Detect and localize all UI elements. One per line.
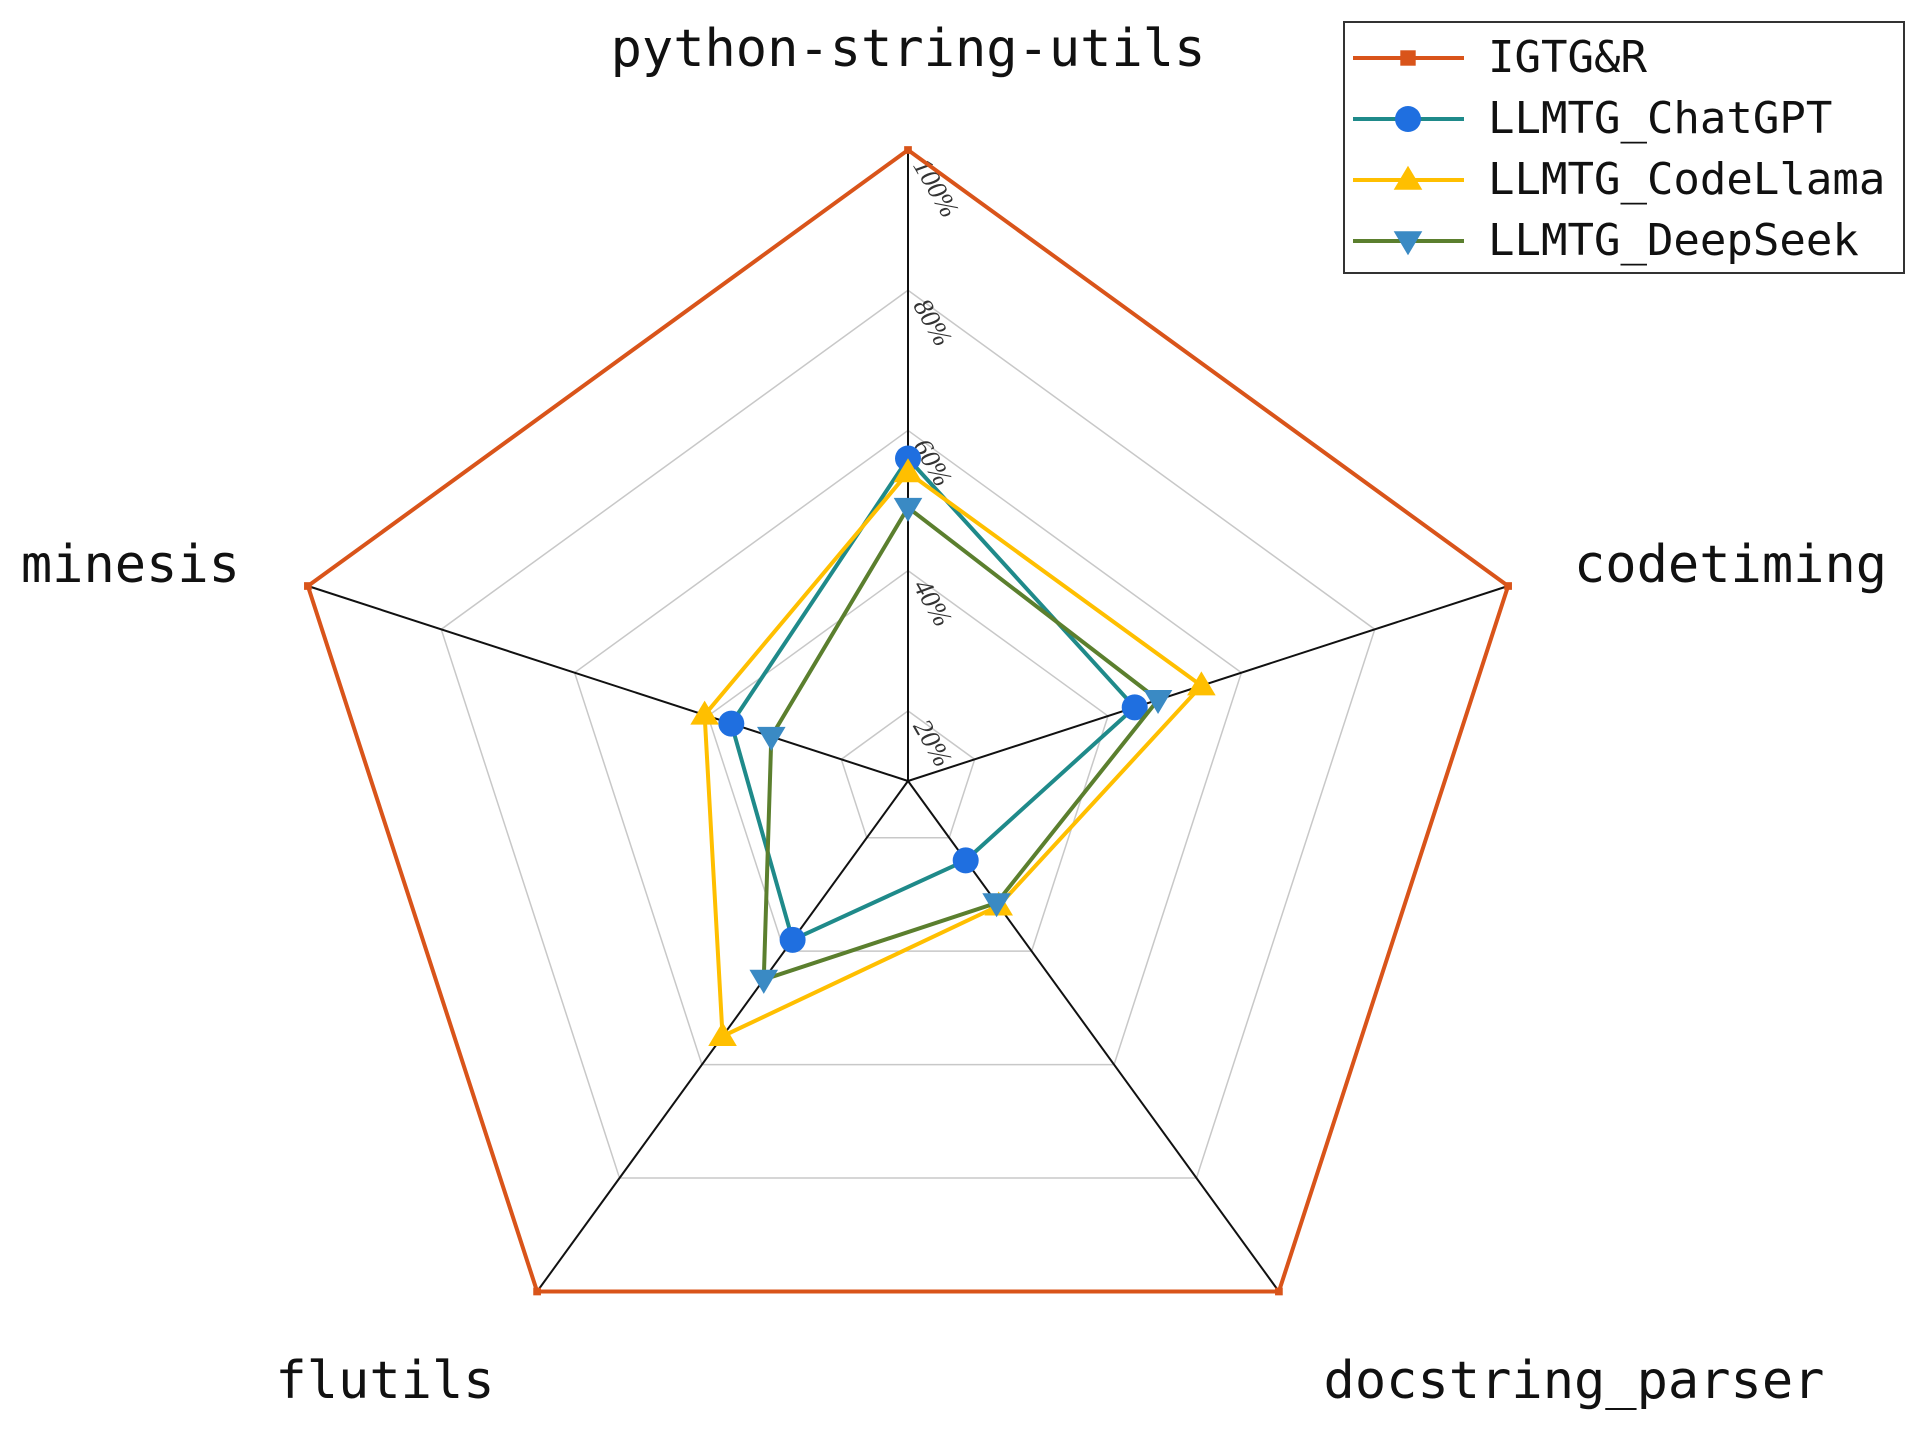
marker xyxy=(893,497,923,522)
category-label: codetiming xyxy=(1574,535,1887,595)
r-tick-label: 80% xyxy=(907,293,958,351)
grid-ring xyxy=(840,709,976,839)
series xyxy=(749,497,1173,994)
legend-label: LLMTG_CodeLlama xyxy=(1488,154,1885,205)
r-tick-label: 40% xyxy=(907,574,958,632)
series-line xyxy=(729,455,1138,943)
grid-ring xyxy=(707,569,1109,952)
series-layer xyxy=(304,146,1512,1296)
marker xyxy=(779,926,806,953)
r-tick-label: 20% xyxy=(907,714,958,772)
category-label: python-string-utils xyxy=(611,19,1206,79)
marker xyxy=(952,847,979,874)
legend-box xyxy=(1343,21,1905,274)
marker xyxy=(533,1287,541,1296)
marker xyxy=(1187,671,1216,696)
legend-label: LLMTG_ChatGPT xyxy=(1488,93,1832,144)
series-line xyxy=(761,504,1161,983)
series xyxy=(690,458,1216,1046)
marker xyxy=(1395,106,1421,132)
category-label: minesis xyxy=(21,535,240,595)
marker xyxy=(708,1021,737,1046)
marker xyxy=(690,700,719,725)
legend-label: LLMTG_DeepSeek xyxy=(1488,215,1859,266)
marker xyxy=(749,969,779,994)
marker xyxy=(304,582,312,590)
axis-line xyxy=(307,585,909,782)
marker xyxy=(1143,690,1173,715)
grid-ring xyxy=(573,429,1243,1066)
marker xyxy=(1275,1287,1283,1296)
marker xyxy=(1400,50,1416,66)
marker xyxy=(982,893,1011,918)
category-label: flutils xyxy=(275,1351,494,1411)
series-line xyxy=(702,469,1205,1040)
series xyxy=(718,445,1148,953)
marker xyxy=(904,146,912,154)
marker xyxy=(893,458,923,483)
series xyxy=(304,146,1512,1296)
r-tick-label: 100% xyxy=(907,153,964,223)
marker xyxy=(718,710,745,737)
grid-ring xyxy=(440,289,1376,1179)
marker xyxy=(1504,582,1512,590)
marker xyxy=(1393,231,1423,256)
marker xyxy=(1121,694,1148,721)
legend-label: IGTG&R xyxy=(1488,32,1647,83)
marker xyxy=(757,726,786,751)
legend: IGTG&R LLMTG_ChatGPT LLMTG_CodeLlama LLMTG_… xyxy=(1353,32,1885,266)
series-line xyxy=(305,147,1511,1294)
category-label: docstring_parser xyxy=(1324,1351,1825,1411)
marker xyxy=(1393,165,1423,190)
